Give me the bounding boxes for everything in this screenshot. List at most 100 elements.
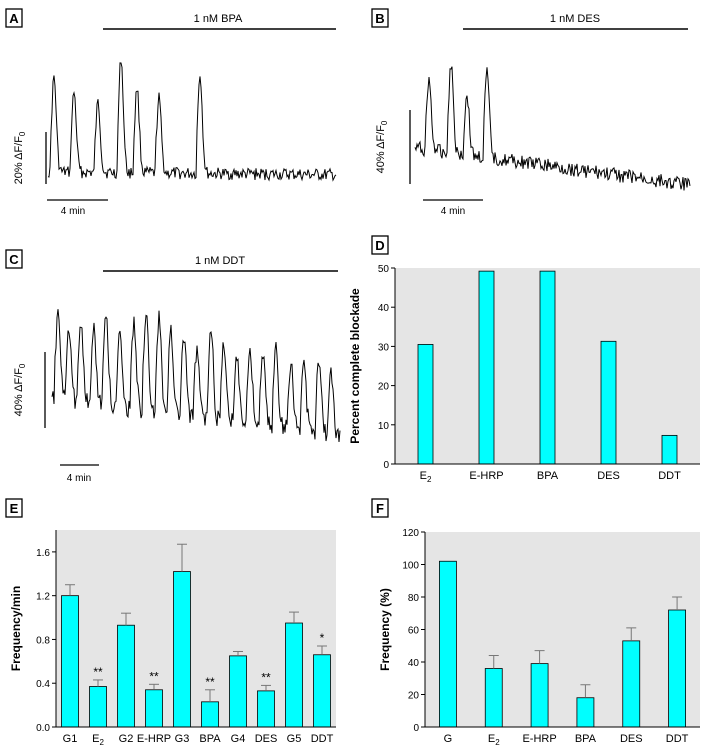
panel-a-letter-box <box>5 8 23 28</box>
panel-e-y-tick-label: 0.8 <box>36 635 50 646</box>
panel-f-y-tick-label: 80 <box>408 593 420 604</box>
panel-e-y-tick-label: 0.4 <box>36 679 50 690</box>
panel-d-letter-box <box>371 235 389 255</box>
panel-a-calcium-trace <box>47 62 337 182</box>
panel-f-y-tick-label: 40 <box>408 658 420 669</box>
panel-f-letter: F <box>376 501 384 516</box>
panel-d-y-tick-label: 10 <box>378 421 390 432</box>
panel-e-bar <box>173 571 191 728</box>
panel-d-bar <box>600 340 617 465</box>
panel-d-bar-chart: E2 E-HRP BPA DES DDT 0 10 20 30 40 50 Percent compl… <box>348 264 700 484</box>
panel-f-bar <box>576 697 595 728</box>
panel-d-y-tick-label: 30 <box>378 342 390 353</box>
panel-a-scale-label: 4 min <box>61 206 85 217</box>
panel-b-letter-box <box>371 8 389 28</box>
panel-a-drug-label: 1 nM BPA <box>194 13 243 25</box>
panel-f-y-tick-label: 100 <box>402 561 419 572</box>
panel-d-bar <box>539 270 556 465</box>
panel-f-bar <box>439 560 457 728</box>
panel-c-scale-label: 4 min <box>67 473 91 484</box>
panel-a-letter: A <box>9 11 19 26</box>
panel-b-calcium-trace <box>414 66 691 191</box>
panel-d-bar <box>661 434 678 465</box>
panel-f-bar-chart: G E2 E-HRP BPA DES DDT 0 20 40 60 80 100 120 Frequenc… <box>378 528 700 747</box>
panel-e-bar <box>229 655 247 728</box>
panel-d-category-label: BPA <box>537 470 559 482</box>
panel-f-plot-area <box>425 532 700 727</box>
panel-e-bar <box>313 654 331 728</box>
panel-d-category-label: E2 <box>420 470 432 484</box>
panel-f-y-tick-label: 0 <box>413 723 419 734</box>
panel-e-bar <box>201 701 219 728</box>
panel-f-category-label: DDT <box>666 733 689 745</box>
panel-d: D E2 E-HRP BPA DES DDT 0 10 20 30 40 50 Percent com… <box>348 235 700 484</box>
panel-e-category-label: DDT <box>311 733 334 745</box>
panel-e-category-label: G3 <box>175 733 190 745</box>
panel-e-significance-mark: ** <box>93 665 103 679</box>
panel-b-drug-label: 1 nM DES <box>550 13 600 25</box>
panel-f-category-label: E2 <box>488 733 500 747</box>
panel-d-category-label: DES <box>597 470 620 482</box>
panel-e-category-label: G5 <box>287 733 302 745</box>
panel-f-bar <box>622 640 641 728</box>
panel-c: C 1 nM DDT 40% ΔF/F0 4 min <box>5 249 341 484</box>
panel-d-category-label: DDT <box>658 470 681 482</box>
panel-a: A 1 nM BPA 20% ΔF/F0 4 min <box>5 8 337 217</box>
panel-e-letter: E <box>10 501 19 516</box>
panel-c-letter: C <box>9 252 19 267</box>
panel-d-y-tick-label: 50 <box>378 264 390 275</box>
panel-e: E G1 ** E2 G2 ** E-HRP G3 ** BPA G4 ** DES G5 * DDT 0.0… <box>5 498 336 747</box>
panel-e-category-label: G2 <box>119 733 134 745</box>
panel-f-bar <box>668 609 686 728</box>
panel-e-significance-mark: ** <box>149 669 159 683</box>
panel-f-category-label: DES <box>620 733 643 745</box>
panel-e-bar <box>61 595 79 728</box>
panel-f-y-tick-label: 60 <box>408 626 420 637</box>
panel-c-ylabel: 40% ΔF/F0 <box>13 363 27 416</box>
panel-e-bar <box>117 624 135 728</box>
panel-b-scale-label: 4 min <box>441 206 465 217</box>
panel-e-category-label: DES <box>255 733 278 745</box>
panel-d-category-label: E-HRP <box>469 470 503 482</box>
panel-d-y-tick-label: 40 <box>378 303 390 314</box>
panel-f-y-tick-label: 120 <box>402 528 419 539</box>
panel-b-letter: B <box>375 11 384 26</box>
panel-e-category-label: G1 <box>63 733 78 745</box>
panel-f-bar <box>530 663 549 728</box>
panel-e-category-label: G4 <box>231 733 246 745</box>
panel-f-category-label: E-HRP <box>522 733 556 745</box>
panel-f-category-label: G <box>444 733 453 745</box>
panel-e-bar <box>285 622 303 728</box>
panel-e-y-tick-label: 1.6 <box>36 548 50 559</box>
panel-b-ylabel: 40% ΔF/F0 <box>375 120 389 173</box>
panel-e-category-label: E2 <box>92 733 104 747</box>
panel-e-category-label: E-HRP <box>137 733 171 745</box>
panel-d-y-tick-label: 0 <box>383 460 389 471</box>
panel-e-y-tick-label: 0.0 <box>36 723 50 734</box>
panel-e-category-label: BPA <box>199 733 221 745</box>
panel-d-ylabel: Percent complete blockade <box>348 288 362 444</box>
panel-f-category-label: BPA <box>575 733 597 745</box>
panel-e-significance-mark: ** <box>205 675 215 689</box>
panel-f-y-tick-label: 20 <box>408 691 420 702</box>
panel-f-bar <box>484 668 503 728</box>
panel-f: F G E2 E-HRP BPA DES DDT 0 20 40 60 80 100 120 Freque… <box>371 498 700 747</box>
panel-f-letter-box <box>371 498 389 518</box>
panel-d-bar <box>478 270 495 465</box>
panel-c-letter-box <box>5 249 23 269</box>
panel-e-y-tick-label: 1.2 <box>36 592 50 603</box>
panel-e-bar <box>89 686 107 728</box>
panel-e-ylabel: Frequency/min <box>9 586 23 671</box>
panel-d-bar <box>417 344 434 465</box>
panel-d-letter: D <box>375 238 384 253</box>
panel-e-significance-mark: ** <box>261 670 271 684</box>
panel-c-drug-label: 1 nM DDT <box>195 255 245 267</box>
panel-b: B 1 nM DES 40% ΔF/F0 4 min <box>371 8 691 217</box>
panel-e-significance-mark: * <box>320 631 325 645</box>
panel-e-bar <box>257 690 275 728</box>
panel-e-bar <box>145 689 163 728</box>
panel-e-bar-chart: G1 ** E2 G2 ** E-HRP G3 ** BPA G4 ** DES G5 * DDT 0.0 0.… <box>9 530 336 747</box>
panel-c-calcium-trace <box>51 309 341 442</box>
panel-f-ylabel: Frequency (%) <box>378 588 392 671</box>
